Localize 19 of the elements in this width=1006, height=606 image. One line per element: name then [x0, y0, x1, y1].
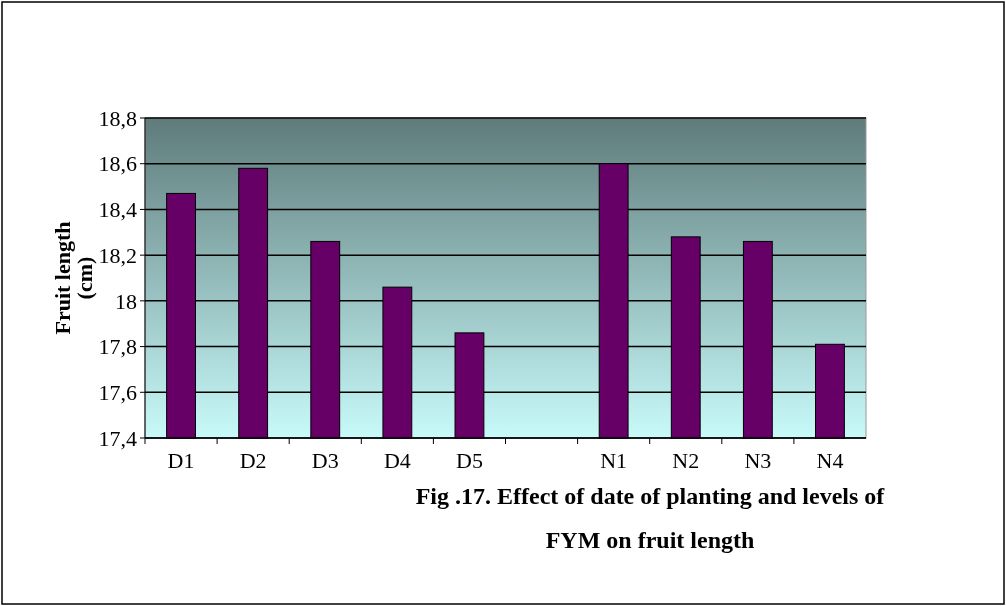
x-tick-label: N3: [744, 448, 772, 473]
y-tick-label: 18,8: [98, 105, 137, 131]
y-tick-label: 17,4: [98, 425, 137, 451]
x-tick-label: N1: [600, 448, 628, 473]
y-tick-label: 18: [115, 288, 137, 314]
y-tick-label: 17,8: [98, 334, 137, 360]
y-tick-label: 17,6: [98, 379, 137, 405]
x-tick-label: N4: [816, 448, 844, 473]
x-tick-label: D3: [311, 448, 339, 473]
x-tick-label: D5: [456, 448, 483, 473]
text: Fig .17. Effect of date of planting and levels of FYM on fruit length: [415, 483, 886, 553]
y-tick-label: 18,2: [98, 242, 137, 268]
x-tick-label: D4: [383, 448, 411, 473]
y-tick-label: 18,4: [98, 197, 137, 223]
x-tick-label: D1: [167, 448, 195, 473]
y-axis-title: Fruit length (cm): [50, 221, 97, 335]
x-tick-label: N2: [672, 448, 700, 473]
y-tick-label: 18,6: [98, 151, 137, 177]
x-tick-label: D2: [239, 448, 267, 473]
